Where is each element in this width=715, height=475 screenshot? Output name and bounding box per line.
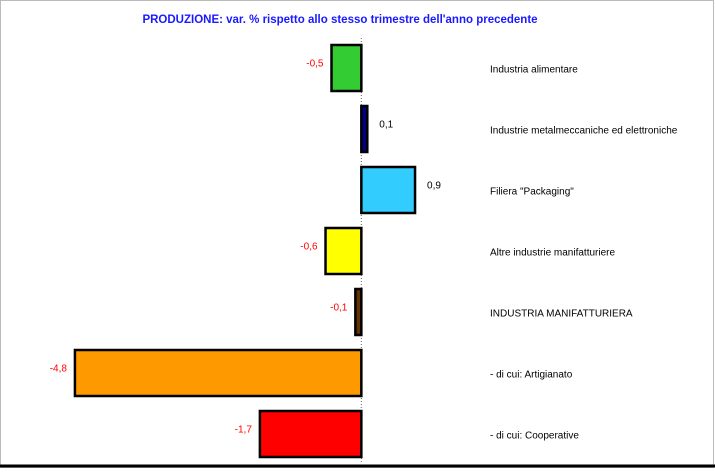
category-label: Industria alimentare: [490, 65, 578, 76]
bar: [330, 43, 363, 93]
data-label: 0,1: [379, 120, 393, 131]
bar: [360, 165, 417, 215]
category-label: INDUSTRIA MANIFATTURIERA: [490, 309, 633, 320]
data-label: -0,6: [300, 242, 318, 253]
bar: [73, 348, 363, 398]
category-label: - di cui: Artigianato: [490, 370, 573, 381]
data-label: -4,8: [50, 364, 68, 375]
category-label: Industrie metalmeccaniche ed elettronich…: [490, 126, 678, 137]
bar: [360, 104, 369, 154]
category-label: - di cui: Cooperative: [490, 431, 579, 442]
bar: [324, 226, 363, 276]
chart-title: PRODUZIONE: var. % rispetto allo stesso …: [142, 14, 537, 26]
category-label: Filiera "Packaging": [490, 187, 574, 198]
bar: [354, 287, 363, 337]
data-label: 0,9: [427, 181, 441, 192]
category-label: Altre industrie manifatturiere: [490, 248, 615, 259]
data-label: -0,1: [330, 303, 348, 314]
bar: [258, 409, 363, 459]
data-label: -0,5: [306, 59, 324, 70]
data-label: -1,7: [235, 425, 253, 436]
